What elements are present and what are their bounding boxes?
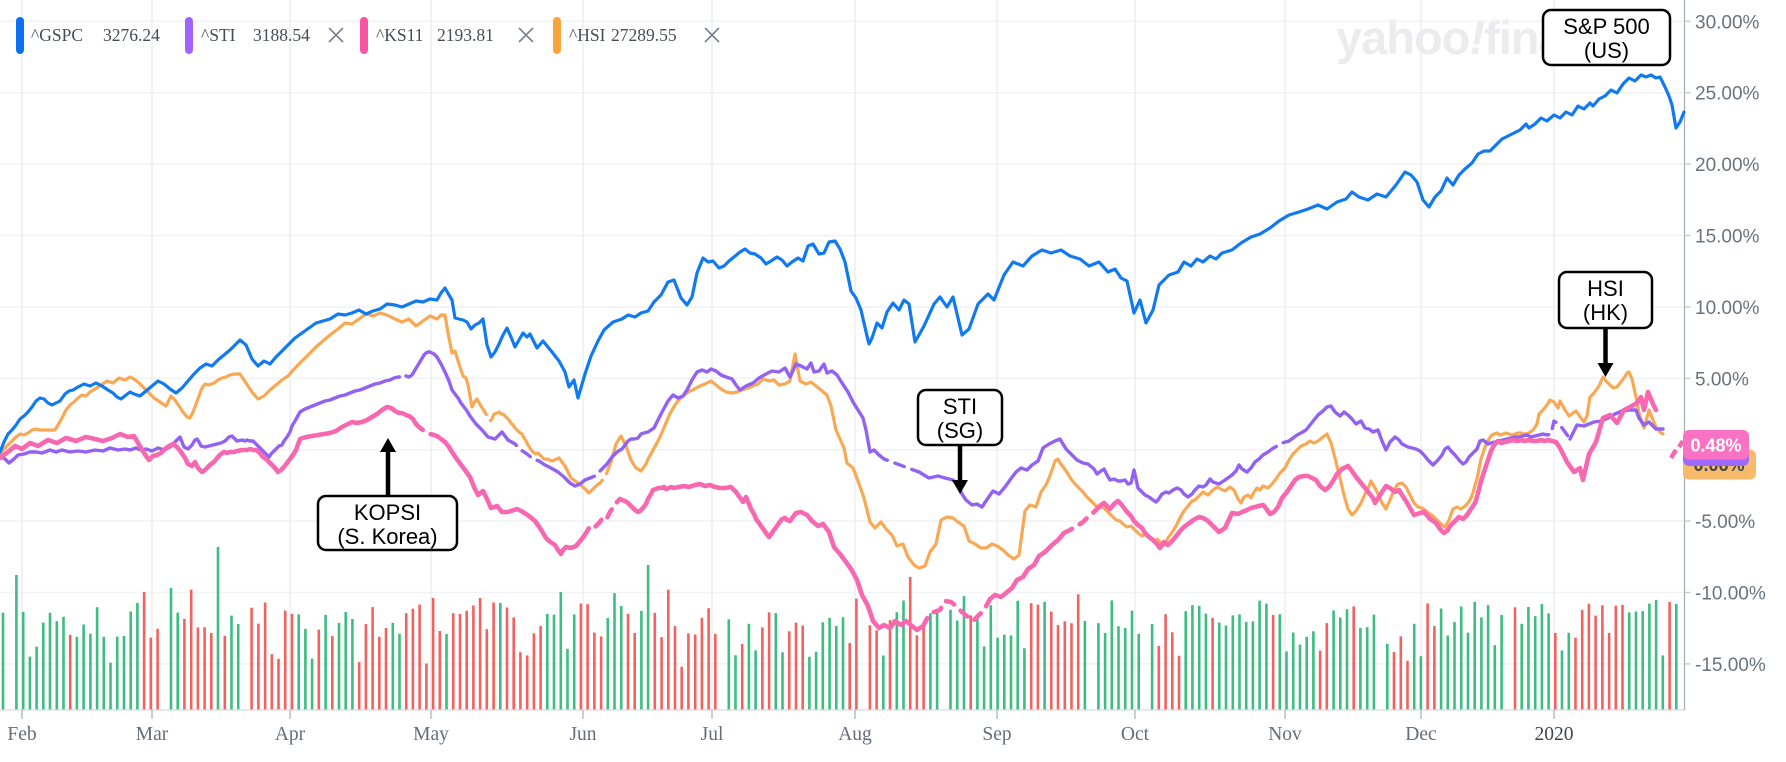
svg-text:(SG): (SG) <box>937 418 983 443</box>
svg-text:KOPSI: KOPSI <box>354 500 421 525</box>
svg-text:15.00%: 15.00% <box>1695 227 1760 248</box>
svg-text:S&P 500: S&P 500 <box>1563 14 1649 39</box>
svg-text:3188.54: 3188.54 <box>253 25 310 45</box>
svg-text:HSI: HSI <box>1587 276 1624 301</box>
svg-text:^GSPC: ^GSPC <box>31 25 83 45</box>
svg-text:Oct: Oct <box>1121 724 1150 745</box>
svg-text:Aug: Aug <box>838 724 872 745</box>
svg-text:(US): (US) <box>1584 38 1629 63</box>
svg-text:Mar: Mar <box>136 724 169 745</box>
svg-text:Jun: Jun <box>569 724 596 745</box>
svg-text:-15.00%: -15.00% <box>1695 655 1766 676</box>
svg-text:Nov: Nov <box>1268 724 1302 745</box>
svg-text:Sep: Sep <box>982 724 1011 745</box>
svg-text:-5.00%: -5.00% <box>1695 512 1755 533</box>
svg-text:20.00%: 20.00% <box>1695 155 1760 176</box>
svg-text:^HSI: ^HSI <box>569 25 606 45</box>
svg-text:Feb: Feb <box>7 724 36 745</box>
svg-text:25.00%: 25.00% <box>1695 84 1760 105</box>
svg-text:(S. Korea): (S. Korea) <box>337 524 437 549</box>
svg-text:Apr: Apr <box>275 724 306 745</box>
svg-text:5.00%: 5.00% <box>1695 369 1749 390</box>
svg-text:(HK): (HK) <box>1583 300 1628 325</box>
svg-text:2193.81: 2193.81 <box>437 25 494 45</box>
svg-text:Dec: Dec <box>1405 724 1437 745</box>
svg-text:May: May <box>413 724 449 745</box>
svg-text:-10.00%: -10.00% <box>1695 584 1766 605</box>
svg-text:27289.55: 27289.55 <box>611 25 677 45</box>
svg-text:0.48%: 0.48% <box>1690 436 1741 456</box>
svg-text:10.00%: 10.00% <box>1695 298 1760 319</box>
svg-text:^STI: ^STI <box>201 25 236 45</box>
svg-text:^KS11: ^KS11 <box>376 25 423 45</box>
svg-text:3276.24: 3276.24 <box>103 25 160 45</box>
svg-text:Jul: Jul <box>701 724 724 745</box>
svg-text:2020: 2020 <box>1535 724 1574 745</box>
svg-text:STI: STI <box>943 394 977 419</box>
svg-text:30.00%: 30.00% <box>1695 12 1760 33</box>
